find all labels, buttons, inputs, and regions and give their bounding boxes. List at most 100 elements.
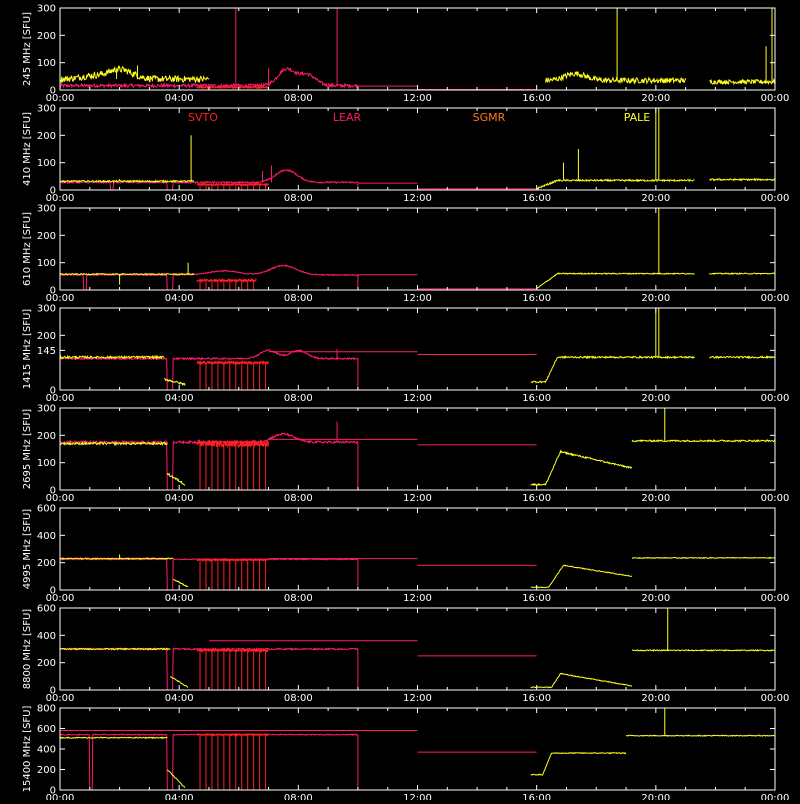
x-tick-label: 08:00 [284,793,313,800]
y-tick-label: 100 [37,458,56,469]
lear-trace [59,168,358,191]
pale-trace-1 [167,769,186,788]
x-tick-label: 12:00 [403,193,432,204]
legend-lear: LEAR [333,111,362,124]
x-tick-label: 08:00 [284,593,313,604]
svto-trace [196,557,269,563]
x-tick-label: 00:00 [761,793,790,800]
pale-trace-0 [59,440,168,447]
x-tick-label: 00:00 [761,393,790,404]
x-tick-label: 16:00 [522,593,551,604]
panel-1: 0 100 200 300 00:00 04:00 08:00 12:00 16:00 20:00… [22,104,789,205]
y-tick-label: 0 [50,786,56,797]
pale-trace-3 [631,438,775,443]
y-axis-label: 2695 MHz [SFU] [22,409,33,490]
panel-frame [59,7,776,91]
svto-trace [196,359,269,366]
y-tick-label: 600 [37,724,56,735]
x-tick-label: 04:00 [165,393,194,404]
svto-trace [196,438,269,449]
x-tick-label: 00:00 [46,693,75,704]
x-tick-label: 20:00 [641,393,670,404]
x-tick-label: 00:00 [761,293,790,304]
pale-trace-0 [59,179,195,184]
lear-trace [59,647,359,691]
x-tick-label: 20:00 [641,293,670,304]
x-tick-label: 12:00 [403,393,432,404]
x-tick-label: 16:00 [522,793,551,800]
x-tick-label: 16:00 [522,493,551,504]
y-tick-label: 400 [37,745,56,756]
pale-trace-2 [530,355,695,384]
x-tick-label: 12:00 [403,793,432,800]
panel-4: 0 100 200 300 00:00 04:00 08:00 12:00 16:00 20:00… [22,404,789,505]
y-tick-label: 600 [37,604,56,615]
x-tick-label: 16:00 [522,193,551,204]
x-tick-label: 12:00 [403,293,432,304]
x-tick-label: 16:00 [522,393,551,404]
x-tick-label: 20:00 [641,193,670,204]
x-tick-label: 00:00 [761,193,790,204]
x-tick-label: 08:00 [284,193,313,204]
x-tick-label: 04:00 [165,493,194,504]
pale-trace-3 [709,355,776,360]
y-tick-label: 600 [37,504,56,515]
pale-trace-3 [631,648,776,652]
y-axis-label: 15400 MHz [SFU] [22,706,33,793]
y-tick-label: 300 [37,4,56,15]
panel-frame [59,107,776,191]
y-axis-label: 245 MHz [SFU] [22,12,33,86]
x-tick-label: 00:00 [761,693,790,704]
y-tick-label: 200 [37,131,56,142]
panel-2: 0 100 200 300 00:00 04:00 08:00 12:00 16:00 20:00… [22,204,789,305]
pale-trace-3 [625,734,776,737]
y-axis-label: 610 MHz [SFU] [22,212,33,286]
x-tick-label: 04:00 [165,193,194,204]
y-tick-label: 300 [37,204,56,215]
pale-trace-0 [59,272,195,276]
y-axis-label: 4995 MHz [SFU] [22,509,33,590]
panel-7: 0 200 400 600 800 00:00 04:00 08:00 12:00 16:00 20… [22,704,790,804]
pale-trace-0 [59,736,168,740]
x-tick-label: 00:00 [46,393,75,404]
x-tick-label: 08:00 [284,493,313,504]
x-tick-label: 04:00 [165,293,194,304]
pale-trace-0 [59,647,171,651]
pale-trace-2 [709,77,776,86]
x-tick-label: 04:00 [165,93,194,104]
y-tick-label: 0 [50,486,56,497]
y-tick-label: 0 [50,586,56,597]
y-tick-label: 300 [37,104,56,115]
pale-trace-2 [709,177,776,182]
panel-5: 0 200 400 600 00:00 04:00 08:00 12:00 16:00 20:00… [22,504,789,605]
x-tick-label: 20:00 [641,93,670,104]
x-tick-label: 00:00 [46,793,75,800]
y-tick-label: 200 [37,765,56,776]
pale-trace-0 [59,557,174,561]
x-tick-label: 04:00 [165,693,194,704]
x-tick-label: 00:00 [761,493,790,504]
x-tick-label: 20:00 [641,693,670,704]
lear-trace [59,733,358,791]
pale-trace-1 [172,578,189,588]
y-tick-label: 100 [37,158,56,169]
pale-trace-1 [169,676,189,688]
x-tick-label: 08:00 [284,393,313,404]
y-tick-label: 100 [37,58,56,69]
x-tick-label: 00:00 [46,593,75,604]
x-tick-label: 08:00 [284,293,313,304]
panel-6: 0 200 400 600 00:00 04:00 08:00 12:00 16:00 20:00… [22,604,789,705]
y-tick-label: 300 [37,404,56,415]
legend-pale: PALE [624,111,651,124]
x-tick-label: 00:00 [46,93,75,104]
x-tick-label: 08:00 [284,693,313,704]
legend-svto: SVTO [188,111,218,124]
pale-trace-2 [530,672,633,689]
x-tick-label: 12:00 [403,693,432,704]
pale-trace-0 [59,65,210,84]
y-tick-label: 300 [37,304,56,315]
pale-trace-1 [536,178,695,190]
y-tick-label: 200 [37,431,56,442]
